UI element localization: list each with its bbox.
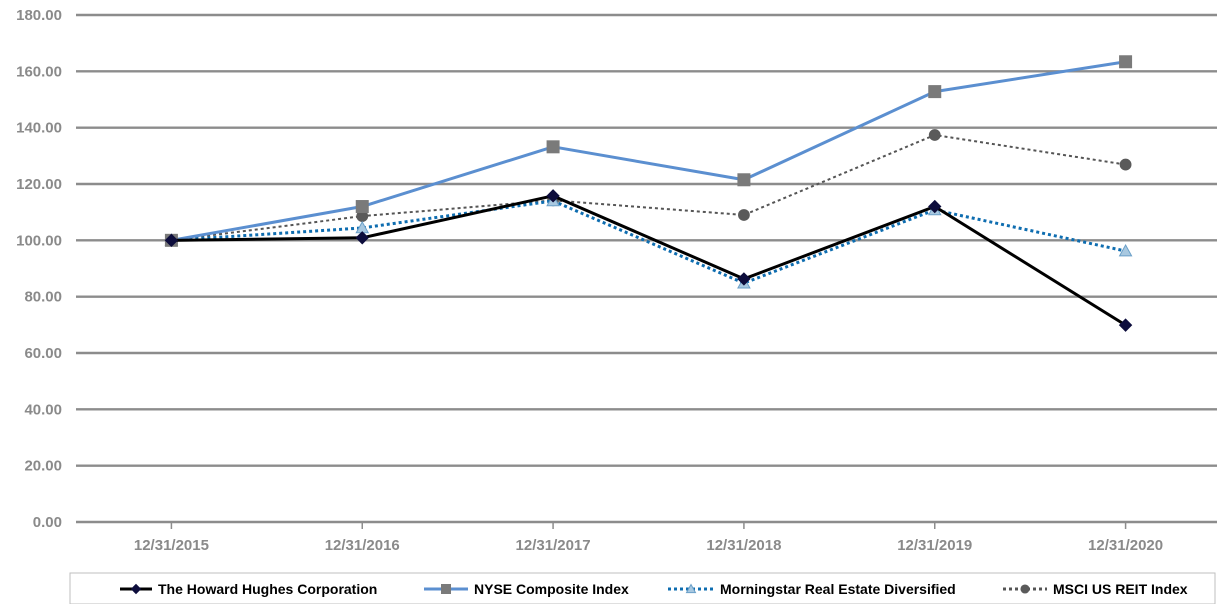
legend-marker (130, 583, 142, 595)
legend-item: NYSE Composite Index (424, 581, 629, 597)
series-group (164, 189, 1133, 332)
series-line (171, 194, 1127, 327)
data-point (1118, 318, 1133, 332)
y-tick-label: 40.00 (24, 401, 62, 418)
x-tick-label: 12/31/2018 (706, 537, 781, 554)
data-point (1119, 158, 1132, 171)
legend-marker (441, 584, 451, 594)
data-point (546, 189, 560, 203)
data-point (928, 85, 942, 99)
legend-label: NYSE Composite Index (474, 581, 629, 597)
y-tick-label: 0.00 (33, 514, 62, 531)
legend-label: MSCI US REIT Index (1053, 581, 1188, 597)
data-point (1118, 244, 1133, 257)
y-tick-label: 140.00 (16, 120, 62, 137)
series-group (165, 129, 1132, 247)
legend-label: The Howard Hughes Corporation (158, 581, 377, 597)
data-point (928, 199, 942, 214)
series-line (171, 199, 1126, 285)
y-tick-label: 120.00 (16, 176, 62, 193)
legend-label: Morningstar Real Estate Diversified (720, 581, 956, 597)
series-line (171, 60, 1126, 242)
series-group (164, 55, 1133, 247)
data-point (928, 129, 941, 141)
x-tick-label: 12/31/2016 (325, 537, 400, 554)
data-point (546, 140, 560, 154)
legend-item: Morningstar Real Estate Diversified (668, 581, 956, 597)
data-point (737, 173, 751, 187)
axes: 0.00 20.00 40.00 60.00 80.00 100.00 120.00 140.… (16, 7, 1217, 554)
y-tick-label: 180.00 (16, 7, 62, 24)
legend-item: The Howard Hughes Corporation (120, 581, 377, 597)
x-tick-label: 12/31/2020 (1088, 537, 1163, 554)
y-tick-label: 80.00 (24, 289, 62, 306)
x-tick-label: 12/31/2019 (897, 537, 972, 554)
data-point (737, 272, 751, 286)
y-tick-label: 20.00 (24, 458, 62, 475)
data-point (355, 200, 369, 214)
legend-item: MSCI US REIT Index (1003, 581, 1188, 597)
series-line (171, 133, 1126, 242)
legend-marker (685, 583, 697, 594)
x-tick-label: 12/31/2015 (134, 537, 209, 554)
data-point (1119, 55, 1133, 69)
y-tick-label: 160.00 (16, 63, 62, 80)
legend-marker (1020, 584, 1030, 594)
data-point (164, 233, 179, 248)
legend: The Howard Hughes Corporation NYSE Compos… (69, 572, 1216, 604)
data-point (738, 209, 750, 221)
y-tick-label: 100.00 (16, 232, 62, 249)
data-point (355, 231, 369, 245)
x-tick-label: 12/31/2017 (516, 537, 591, 554)
series-lines (164, 55, 1133, 332)
y-tick-label: 60.00 (24, 345, 62, 362)
